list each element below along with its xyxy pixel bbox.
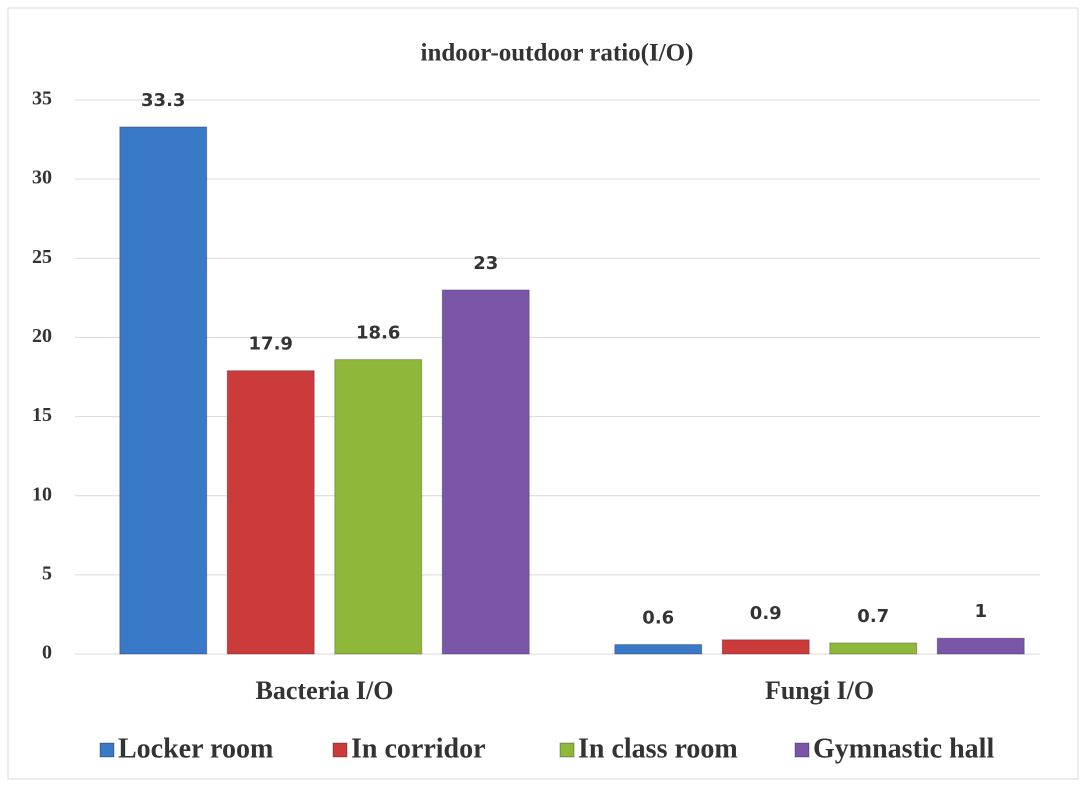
y-tick-label: 35 [32,88,52,110]
value-label: 17.9 [249,334,293,355]
legend-label: Locker room [118,733,273,764]
bar [441,289,530,655]
legend-label: In class room [578,733,738,764]
bar [334,359,423,655]
bar [226,370,315,655]
value-label: 18.6 [356,323,400,344]
y-tick-label: 25 [32,246,52,268]
x-tick-label: Fungi I/O [765,676,874,705]
bar [119,126,208,655]
chart-title: indoor-outdoor ratio(I/O) [421,40,694,67]
y-tick-label: 10 [32,483,52,505]
bar [936,637,1025,655]
legend-label: Gymnastic hall [813,733,994,764]
value-label: 33.3 [141,90,185,111]
legend-marker [559,742,575,758]
value-label: 23 [473,253,498,274]
value-label: 0.7 [857,606,889,627]
x-tick-label: Bacteria I/O [256,676,394,705]
value-label: 0.9 [750,603,782,624]
bar [721,639,810,655]
y-tick-label: 15 [32,404,52,426]
legend-label: In corridor [351,733,486,764]
y-tick-label: 30 [32,167,52,189]
legend-marker [99,742,115,758]
y-tick-label: 0 [42,642,52,664]
value-label: 0.6 [642,608,674,629]
y-tick-label: 5 [42,562,52,584]
legend-marker [794,742,810,758]
bar [614,644,703,655]
bar [829,642,918,655]
value-label: 1 [974,601,987,622]
legend-marker [332,742,348,758]
y-tick-label: 20 [32,325,52,347]
